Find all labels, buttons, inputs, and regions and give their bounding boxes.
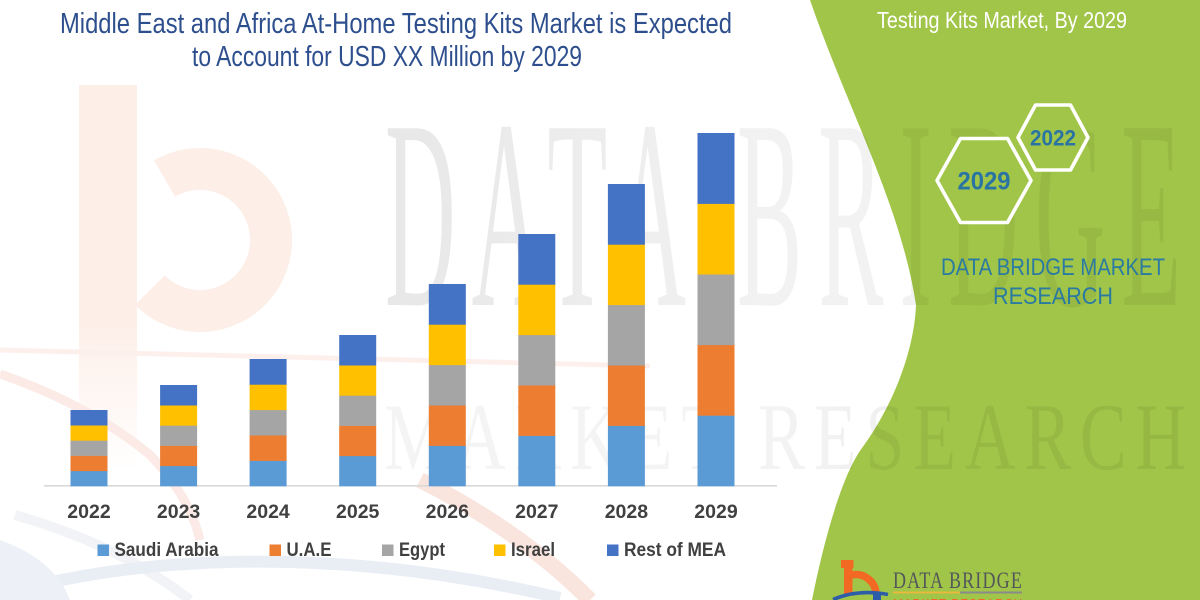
svg-text:2023: 2023 xyxy=(157,501,201,523)
svg-text:DATA BRIDGE MARKET: DATA BRIDGE MARKET xyxy=(941,254,1165,281)
svg-text:RESEARCH: RESEARCH xyxy=(993,283,1113,310)
svg-text:Israel: Israel xyxy=(511,540,555,561)
svg-text:2024: 2024 xyxy=(246,501,290,523)
svg-text:2025: 2025 xyxy=(336,501,380,523)
svg-text:Saudi Arabia: Saudi Arabia xyxy=(115,540,219,561)
svg-text:Rest of MEA: Rest of MEA xyxy=(624,540,726,561)
svg-text:MARKET RESEARCH: MARKET RESEARCH xyxy=(384,384,1195,490)
svg-text:2027: 2027 xyxy=(515,501,558,523)
svg-text:DATA BRIDGE: DATA BRIDGE xyxy=(385,65,1197,364)
svg-text:to Account for USD XX Million: to Account for USD XX Million by 2029 xyxy=(192,41,582,73)
svg-text:2029: 2029 xyxy=(958,168,1011,196)
svg-text:Middle East and Africa At-Home: Middle East and Africa At-Home Testing K… xyxy=(60,8,732,40)
svg-text:MARKET RESEARCH: MARKET RESEARCH xyxy=(893,596,1023,600)
svg-text:Testing Kits Market, By 2029: Testing Kits Market, By 2029 xyxy=(877,7,1127,33)
svg-text:2028: 2028 xyxy=(605,501,649,523)
svg-text:2022: 2022 xyxy=(1030,126,1076,151)
svg-text:DATA BRIDGE: DATA BRIDGE xyxy=(893,568,1023,593)
svg-text:2022: 2022 xyxy=(67,501,111,523)
svg-text:Egypt: Egypt xyxy=(399,540,446,561)
svg-text:2026: 2026 xyxy=(426,501,470,523)
svg-text:2029: 2029 xyxy=(694,501,738,523)
svg-text:U.A.E: U.A.E xyxy=(287,540,332,561)
